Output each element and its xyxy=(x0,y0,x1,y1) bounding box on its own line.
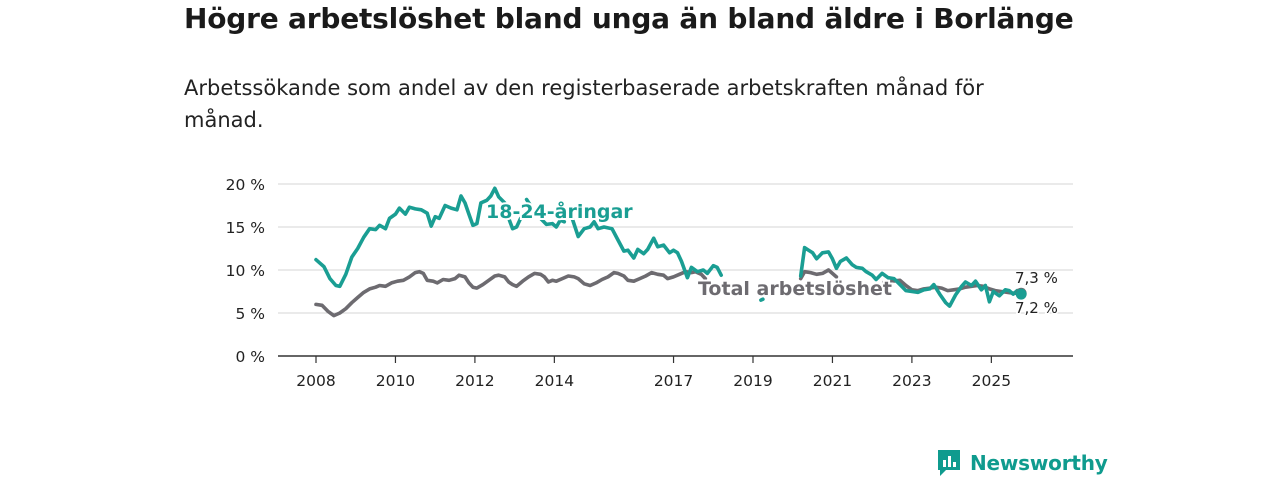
newsworthy-logo-icon xyxy=(938,450,960,476)
y-tick-label: 10 % xyxy=(226,262,265,280)
end-label-total: 7,3 % xyxy=(1015,269,1058,287)
brand-logo: Newsworthy xyxy=(936,446,1108,480)
x-tick-label: 2008 xyxy=(296,372,335,390)
x-tick-label: 2025 xyxy=(972,372,1011,390)
series-line-youth xyxy=(570,216,723,280)
series-line-total xyxy=(314,269,708,318)
x-tick-label: 2019 xyxy=(733,372,772,390)
series-label-youth: 18-24-åringar xyxy=(486,199,633,223)
brand-name: Newsworthy xyxy=(970,451,1108,475)
series-line-youth xyxy=(798,245,1023,308)
series-line-youth xyxy=(538,216,567,229)
x-tick-label: 2017 xyxy=(654,372,693,390)
x-tick-label: 2010 xyxy=(376,372,415,390)
chart-title: Högre arbetslöshet bland unga än bland ä… xyxy=(184,2,1074,35)
grid-lines xyxy=(278,183,1073,314)
y-tick-label: 20 % xyxy=(226,176,265,194)
chart-subtitle: Arbetssökande som andel av den registerb… xyxy=(184,76,984,132)
y-axis-ticks: 0 % 5 % 10 % 15 % 20 % xyxy=(226,176,265,366)
series-line-youth xyxy=(759,297,765,302)
series-line-total xyxy=(798,268,839,281)
series-line-total xyxy=(882,278,1023,295)
x-tick-label: 2014 xyxy=(535,372,574,390)
series-label-total: Total arbetslöshet xyxy=(698,278,892,300)
x-axis-ticks: 2008 2010 2012 2014 2017 2019 2021 2023 2025 xyxy=(296,356,1011,390)
line-chart: 0 %5 %10 %15 %20 % 2008 2010 2012 2014 2017 2… xyxy=(226,176,1073,390)
end-point-marker xyxy=(1015,288,1027,300)
series-line-youth xyxy=(524,197,533,208)
series-line-youth xyxy=(314,186,523,289)
y-tick-label: 15 % xyxy=(226,219,265,237)
series-lines xyxy=(314,186,1027,318)
end-label-youth: 7,2 % xyxy=(1015,299,1058,317)
y-tick-label: 5 % xyxy=(235,305,265,323)
y-tick-label: 0 % xyxy=(235,348,265,366)
x-tick-label: 2023 xyxy=(892,372,931,390)
x-tick-label: 2012 xyxy=(455,372,494,390)
series-labels: 18-24-åringar Total arbetslöshet 7,3 % 7,2 … xyxy=(484,197,1059,319)
x-tick-label: 2021 xyxy=(813,372,852,390)
